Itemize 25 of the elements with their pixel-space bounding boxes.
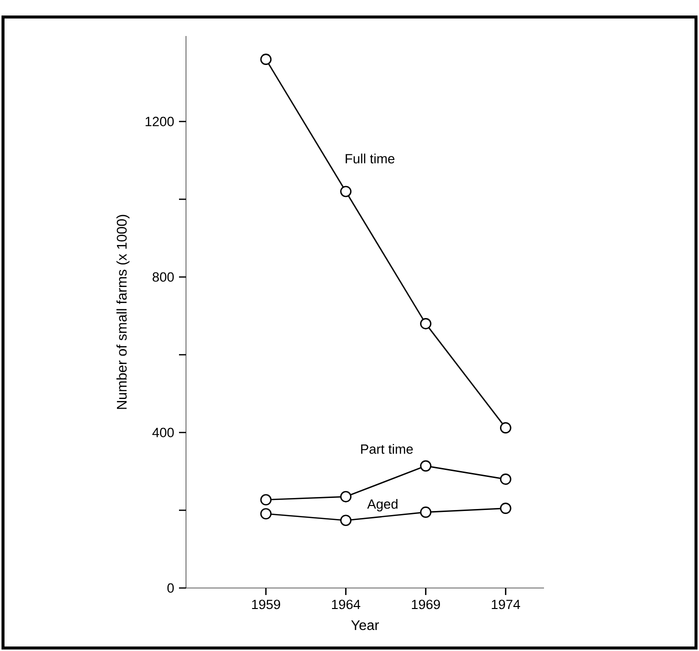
y-tick-label: 1200 [146,116,174,126]
x-tick-label: 1969 [412,600,440,610]
point [260,54,272,65]
x-tick-label: 1964 [332,600,360,610]
series-label: Full time [346,154,394,164]
point [260,508,272,520]
x-tick-label: 1974 [492,600,520,610]
y-tick-label: 0 [167,583,174,593]
y-tick-label: 400 [152,428,174,438]
point [260,494,272,506]
series-label: Aged [367,498,398,512]
x-tick-label: 1959 [252,600,280,610]
x-axis-title: Year [351,620,379,630]
point [500,473,512,485]
point [420,318,432,330]
point [500,502,512,514]
y-axis-title: Number of small farms (x 1000) [116,214,130,409]
point [340,186,352,198]
y-tick-label: 800 [152,272,174,282]
point [420,460,432,472]
series-label: Part time [361,444,413,454]
point [500,422,512,434]
point [340,490,352,502]
point [340,514,352,526]
point [420,506,432,518]
